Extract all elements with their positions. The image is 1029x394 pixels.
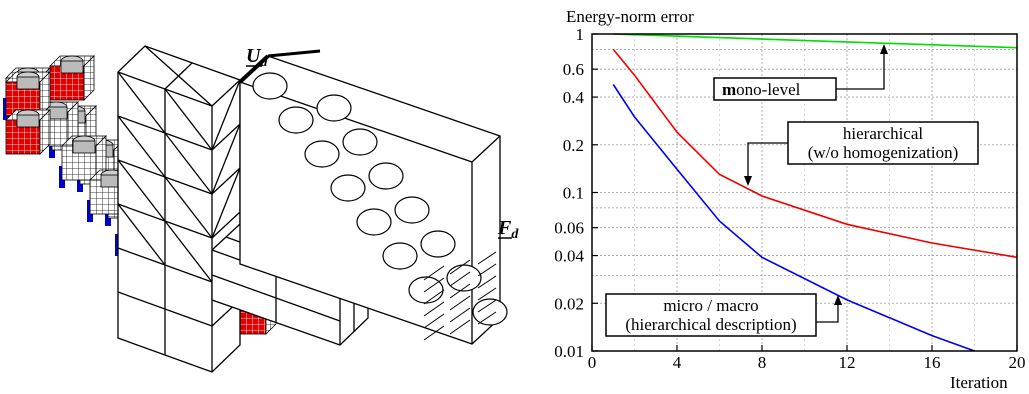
y-axis-label: Energy-norm error [566, 7, 694, 26]
structure-illustration: Ud Fd [3, 45, 519, 373]
x-axis-label: Iteration [950, 373, 1008, 392]
hole [420, 230, 456, 258]
x-tick-label: 4 [673, 353, 682, 372]
hole [252, 72, 288, 100]
hole [394, 196, 430, 224]
annotation-mono-prefix: m [722, 80, 736, 99]
hole [278, 106, 314, 134]
tick-labels: 0 4 8 12 16 20 1 0.6 0.4 0.2 0.1 0.06 0.04 0.02 0.01 [554, 25, 1025, 372]
x-tick-label: 12 [839, 353, 856, 372]
y-tick-label: 0.06 [554, 219, 584, 238]
x-tick-label: 8 [758, 353, 767, 372]
annotation-hier-line1: hierarchical [843, 124, 923, 143]
annotation-micro-line2: (hierarchical description) [625, 315, 796, 334]
annotation-hier-line2: (w/o homogenization) [808, 143, 959, 162]
x-tick-label: 16 [924, 353, 941, 372]
x-tick-label: 20 [1009, 353, 1026, 372]
hole [316, 94, 352, 122]
micro-cell [49, 55, 95, 101]
hole [368, 162, 404, 190]
micro-cell [5, 71, 51, 117]
label-u-d: Ud [246, 45, 268, 70]
x-tick-label: 0 [588, 353, 597, 372]
y-tick-label: 0.1 [563, 184, 584, 203]
micro-cell [5, 109, 51, 155]
annotation-mono-level: mono-level [713, 44, 888, 101]
annotation-micro-line1: micro / macro [663, 296, 758, 315]
annotation-hierarchical: hierarchical (w/o homogenization) [744, 121, 979, 186]
hole [304, 140, 340, 168]
series-lines [612, 33, 1018, 352]
hole [382, 242, 418, 270]
series-line-2 [612, 84, 975, 352]
axis-ticks [591, 33, 1018, 352]
annotation-mono-text: ono-level [736, 80, 800, 99]
hole [356, 208, 392, 236]
hole [472, 298, 508, 326]
y-tick-label: 0.04 [554, 247, 584, 266]
y-tick-label: 1 [576, 25, 585, 44]
label-f-d: Fd [497, 217, 519, 242]
perforated-block [238, 49, 508, 345]
series-line-0 [613, 33, 1018, 49]
y-tick-label: 0.01 [554, 342, 584, 361]
y-tick-label: 0.6 [563, 60, 584, 79]
y-tick-label: 0.02 [554, 294, 584, 313]
hole [330, 174, 366, 202]
series-line-1 [612, 48, 1018, 259]
triangulated-mesh-block [117, 45, 241, 373]
hole [342, 128, 378, 156]
hole [446, 264, 482, 292]
y-tick-label: 0.2 [563, 136, 584, 155]
micro-cell [61, 135, 107, 181]
svg-text:mono-level: mono-level [722, 80, 801, 99]
annotation-micro-macro: micro / macro (hierarchical description) [605, 293, 842, 337]
y-tick-label: 0.4 [563, 88, 585, 107]
error-chart: 0 4 8 12 16 20 1 0.6 0.4 0.2 0.1 0.06 0.04 0.02 0.01 E… [554, 7, 1025, 392]
